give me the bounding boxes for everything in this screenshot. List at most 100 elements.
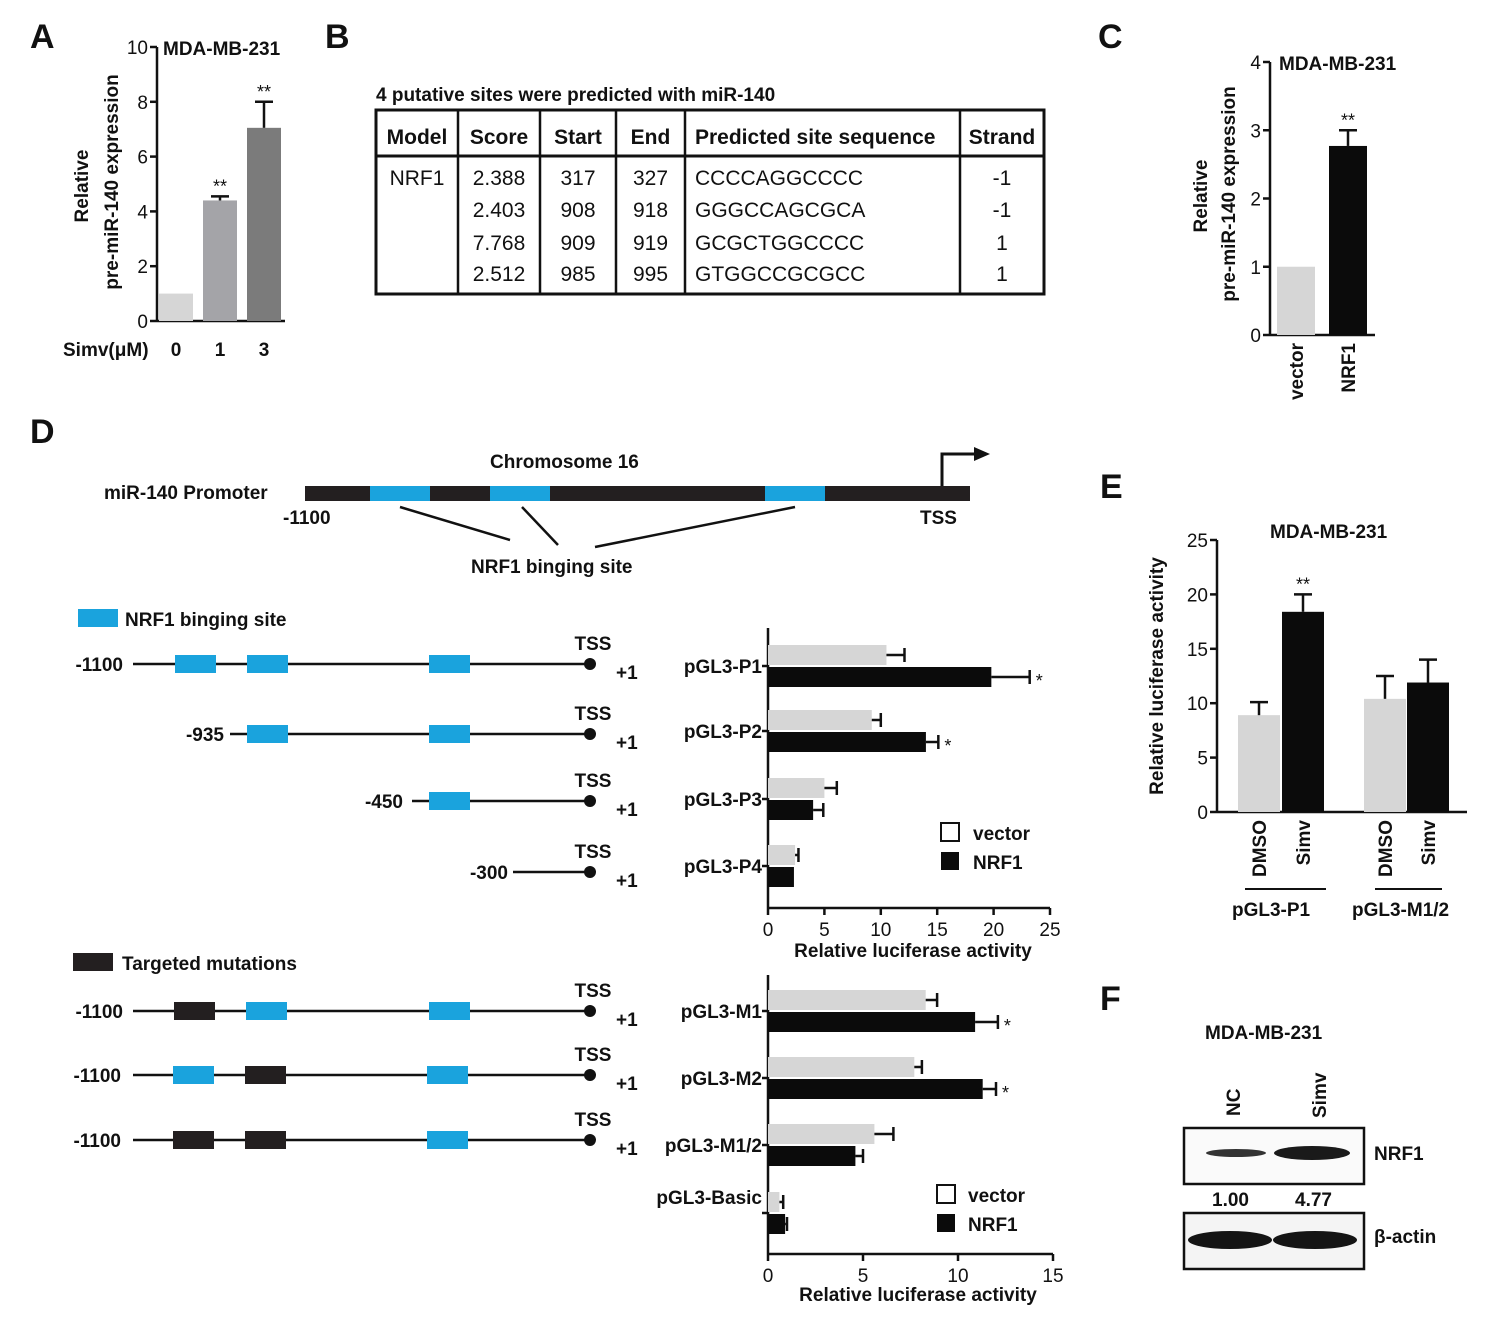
c-ytick-label-1: 1: [1250, 258, 1261, 279]
legend-vector-swatch-bottom: [936, 1184, 956, 1204]
construct-top-tss-label-2: TSS: [575, 771, 612, 792]
d2-sig-0: *: [1004, 1016, 1011, 1036]
construct-bottom-start-label-1: -1100: [73, 1066, 121, 1087]
construct-bottom-tss-label-2: TSS: [575, 1110, 612, 1131]
d2-bar-vector-2: [768, 1124, 875, 1144]
legend-nrf1-swatch-bottom: [937, 1214, 955, 1232]
d2-xtick-label-0: 0: [763, 1266, 774, 1287]
construct-top-tss-label-0: TSS: [575, 634, 612, 655]
construct-top-site-0-1: [247, 655, 288, 673]
d1-bar-NRF1-2: [768, 800, 814, 820]
e-sig-1: **: [1296, 574, 1310, 594]
construct-top-site-1-1: [429, 725, 470, 743]
a-bar-1: [203, 200, 237, 321]
a-ytick-label-1: 2: [137, 257, 148, 278]
c-ytick-label-3: 3: [1250, 121, 1261, 142]
e-ytick-label-5: 25: [1187, 531, 1208, 552]
c-ytick-label-0: 0: [1250, 326, 1261, 347]
e-cat-label-1: Simv: [1294, 820, 1315, 866]
legend-site-swatch: [78, 609, 118, 627]
table-cell-0-5: -1: [993, 167, 1012, 190]
construct-top-start-label-2: -450: [365, 792, 403, 813]
d1-bar-vector-0: [768, 645, 887, 665]
construct-top-start-label-3: -300: [470, 863, 508, 884]
c-ytick-label-2: 2: [1250, 190, 1261, 211]
construct-top-plus-one-0: +1: [616, 663, 638, 684]
d2-bar-vector-3: [768, 1192, 780, 1212]
panel-c-title: MDA-MB-231: [1279, 54, 1397, 75]
promoter-site-1: [370, 486, 430, 501]
table-cell-1-5: -1: [993, 199, 1012, 222]
panel-d-chart-top: 0 5 10 15 20 25 pGL3-P1 * pGL3-P2 * pGL3-P3 pGL3-P4: [684, 628, 1061, 941]
construct-bottom-site-2-2: [427, 1131, 468, 1149]
table-cell-1-4: GGGCCAGCGCA: [695, 199, 865, 222]
binding-caption: NRF1 binging site: [471, 557, 633, 578]
a-bar-2: [247, 127, 281, 321]
e-bar-1: [1282, 611, 1324, 812]
e-cat-label-3: Simv: [1419, 820, 1440, 866]
legend-site-label: NRF1 binging site: [125, 610, 287, 631]
construct-top-tss-dot-0: [584, 658, 596, 670]
construct-top-site-0-0: [175, 655, 216, 673]
panel-b: 4 putative sites were predicted with miR…: [374, 85, 1046, 296]
group-label-2: pGL3-M1/2: [1352, 900, 1449, 921]
d2-bar-vector-0: [768, 990, 926, 1010]
site-pointer-1: [399, 505, 511, 542]
construct-top-site-2-0: [429, 792, 470, 810]
construct-top-tss-label-1: TSS: [575, 704, 612, 725]
table-cell-3-2: 985: [560, 263, 595, 286]
panel-d-top-xlabel: Relative luciferase activity: [794, 941, 1032, 962]
d2-bar-NRF1-1: [768, 1079, 983, 1099]
table-cell-1-1: 2.403: [473, 199, 526, 222]
table-cell-3-3: 995: [633, 263, 668, 286]
table-cell-0-1: 2.388: [473, 167, 526, 190]
panel-label-b: B: [325, 18, 350, 56]
panel-f-title: MDA-MB-231: [1205, 1023, 1323, 1044]
band-label-actin: β-actin: [1374, 1227, 1436, 1248]
d1-cat-label-0: pGL3-P1: [684, 657, 763, 678]
c-ytick-label-4: 4: [1250, 53, 1261, 74]
band-actin-simv: [1273, 1231, 1357, 1249]
panel-a: MDA-MB-231 Relative pre-miR-140 expressi…: [63, 38, 285, 361]
a-ytick-label-5: 10: [127, 38, 148, 59]
panel-a-chart: 0 2 4 6 8 10 0 ** 1 ** 3: [127, 38, 285, 361]
table-cell-0-2: 317: [560, 167, 595, 190]
tss-arrowhead: [974, 447, 990, 461]
construct-bottom-plus-one-1: +1: [616, 1074, 638, 1095]
table-cell-3-4: GTGGCCGCGCC: [695, 263, 865, 286]
panel-a-title: MDA-MB-231: [163, 39, 281, 60]
site-pointer-3: [594, 505, 796, 549]
table-cell-0-4: CCCCAGGCCCC: [695, 167, 863, 190]
legend-vector-top: vector: [973, 824, 1031, 845]
a-ytick-label-4: 8: [137, 93, 148, 114]
construct-bottom-tss-label-1: TSS: [575, 1045, 612, 1066]
d2-cat-label-2: pGL3-M1/2: [665, 1136, 762, 1157]
d2-xtick-label-1: 5: [858, 1266, 869, 1287]
quant-nc: 1.00: [1212, 1190, 1249, 1211]
construct-bottom-mutation-2-0: [173, 1131, 214, 1149]
panel-label-f: F: [1100, 980, 1121, 1018]
c-bar-1: [1329, 145, 1367, 335]
a-cat-label-1: 1: [215, 340, 226, 361]
panel-c-chart: 0 1 2 3 4 vector ** NRF1: [1250, 53, 1375, 400]
legend-mut-label: Targeted mutations: [122, 954, 297, 975]
lane-label-nc: NC: [1224, 1088, 1245, 1116]
d2-cat-label-0: pGL3-M1: [681, 1002, 763, 1023]
panel-c-ylabel-2: pre-miR-140 expression: [1219, 86, 1240, 301]
table-cell-2-5: 1: [996, 232, 1008, 255]
d1-xtick-label-2: 10: [870, 920, 891, 941]
d1-bar-vector-2: [768, 778, 825, 798]
chromosome-label: Chromosome 16: [490, 452, 639, 473]
a-cat-label-2: 3: [259, 340, 270, 361]
d1-xtick-label-4: 20: [983, 920, 1004, 941]
e-ytick-label-4: 20: [1187, 585, 1208, 606]
e-bar-2: [1364, 698, 1406, 812]
legend-nrf1-top: NRF1: [973, 853, 1023, 874]
panel-d-chart-bottom: 0 5 10 15 pGL3-M1 * pGL3-M2 * pGL3-M1/2 pGL3-Basi…: [656, 975, 1064, 1287]
d1-xtick-label-5: 25: [1039, 920, 1060, 941]
construct-bottom-mutation-0-0: [174, 1002, 215, 1020]
panel-e: MDA-MB-231 Relative luciferase activity …: [1147, 522, 1467, 921]
panel-a-ylabel-2: pre-miR-140 expression: [102, 74, 123, 289]
e-cat-label-2: DMSO: [1376, 820, 1397, 877]
